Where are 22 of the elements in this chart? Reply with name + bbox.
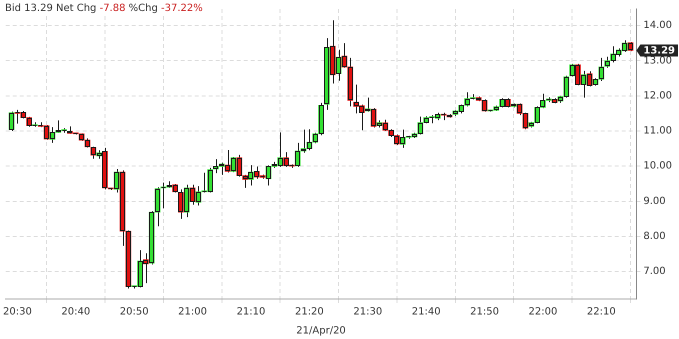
y-tick-label: 14.00 [643,20,672,32]
y-tick-label: 11.00 [643,126,672,137]
text: 13.29 [643,46,676,57]
x-tick-label: 21:50 [470,306,499,318]
x-tick-label: 20:30 [2,306,32,318]
x-tick-label: 21:30 [353,306,382,318]
chart-title: Bid 13.29 Net Chg -7.88 %Chg -37.22% [5,3,203,14]
y-tick-label: 10.00 [643,160,672,172]
y-tick-label: 13.00 [643,55,672,66]
x-tick-label: 20:40 [61,306,90,318]
x-tick-label: 21:20 [294,306,324,318]
y-tick-label: 7.00 [643,266,666,278]
x-axis-title: 21/Apr/20 [296,326,346,337]
x-tick-label: 22:10 [586,306,616,318]
x-tick-label: 22:00 [528,306,558,318]
y-tick-label: 12.00 [643,90,672,102]
y-tick-label: 8.00 [643,231,666,242]
x-tick-label: 21:40 [412,306,441,318]
x-tick-label: 21:00 [178,306,207,318]
x-tick-label: 21:10 [236,306,266,318]
y-tick-label: 9.00 [643,196,666,207]
x-tick-label: 20:50 [120,306,149,318]
